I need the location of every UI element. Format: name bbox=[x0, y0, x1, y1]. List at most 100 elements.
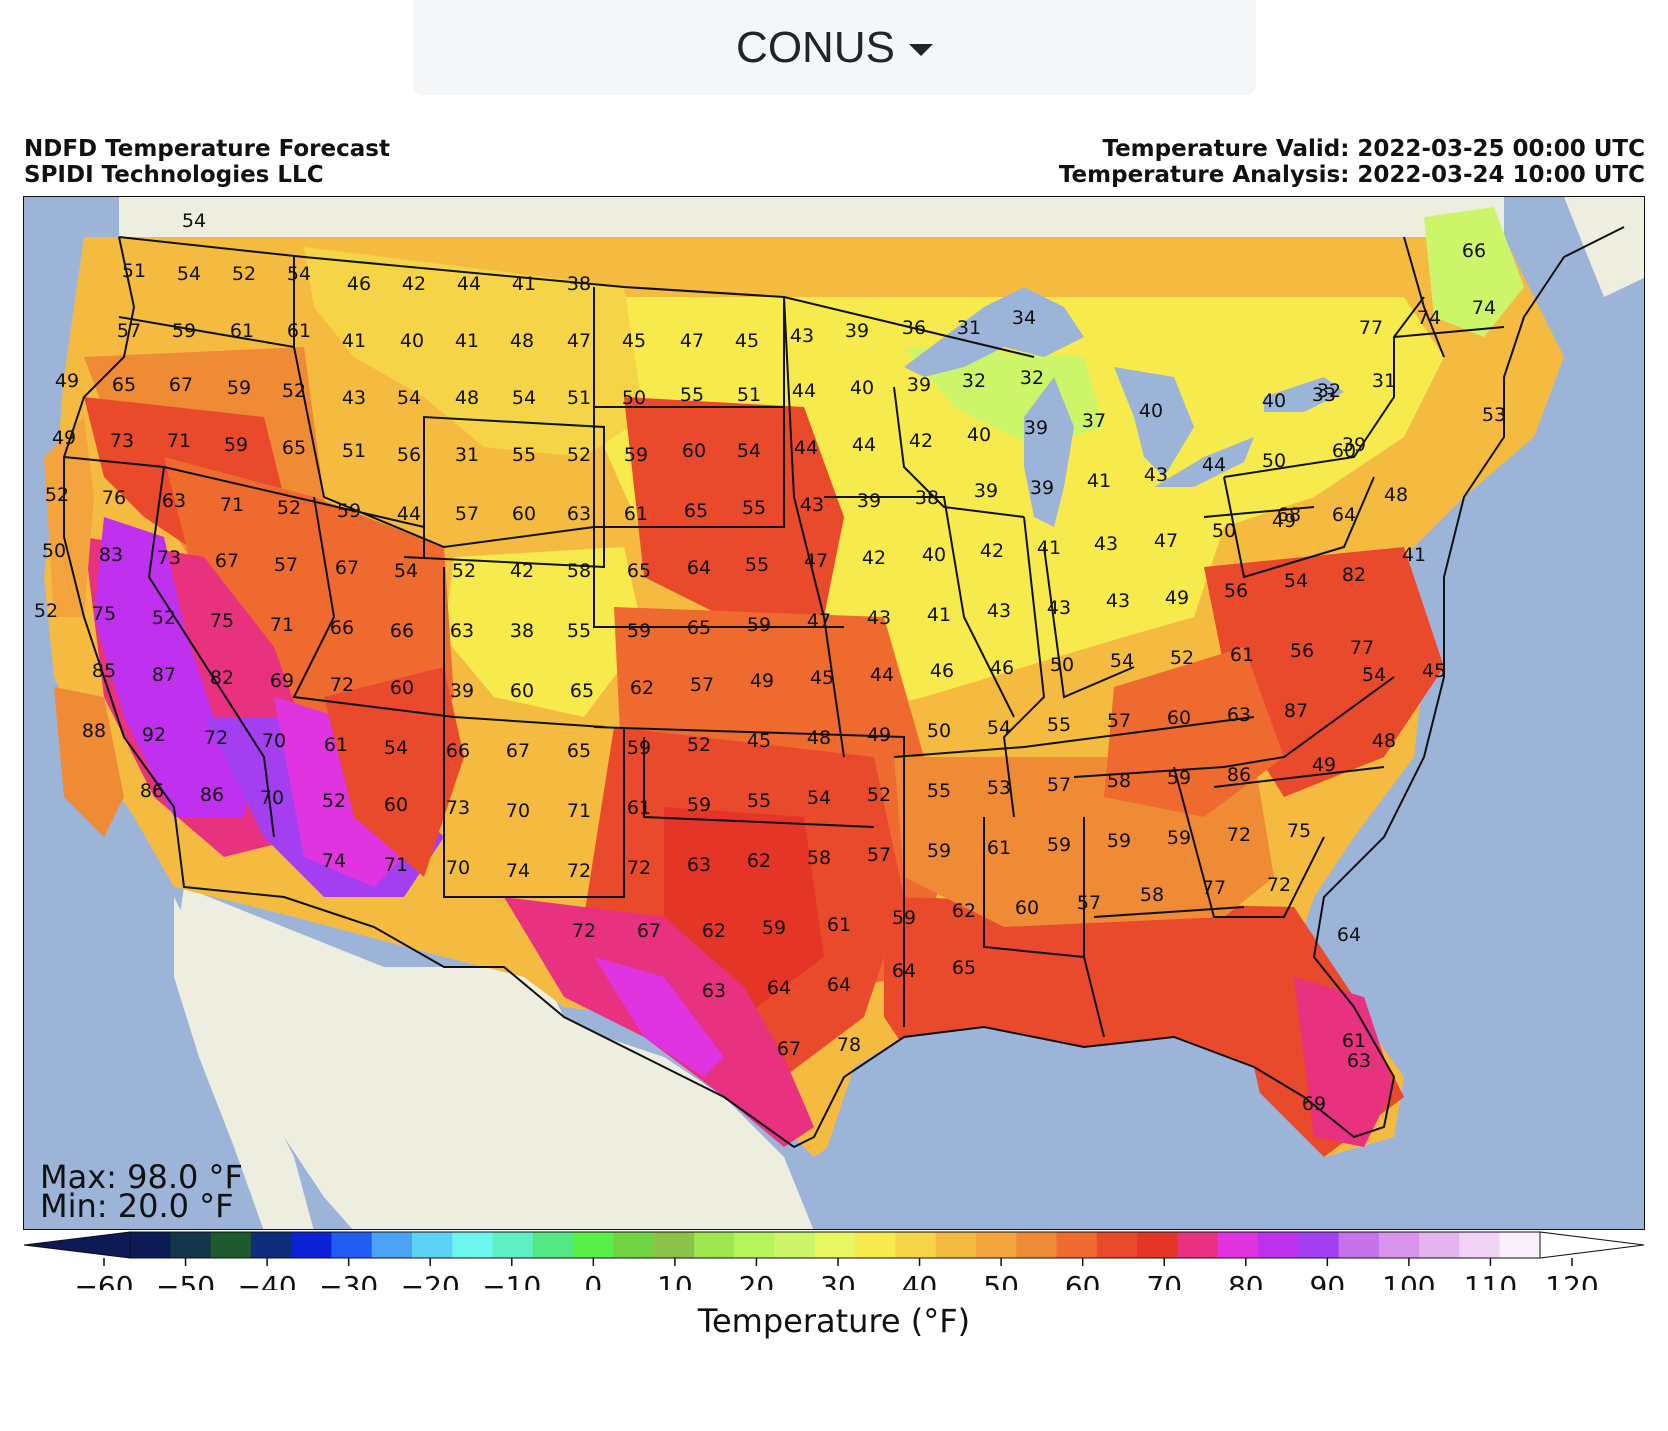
station-value-label: 43 bbox=[1047, 597, 1071, 619]
station-value-label: 65 bbox=[952, 957, 976, 979]
station-value-label: 75 bbox=[92, 603, 116, 625]
station-value-label: 52 bbox=[45, 484, 69, 506]
station-value-label: 46 bbox=[347, 273, 371, 295]
station-value-label: 61 bbox=[230, 320, 254, 342]
station-value-label: 40 bbox=[922, 544, 946, 566]
colorbar-label: Temperature (°F) bbox=[697, 1302, 971, 1340]
station-value-label: 67 bbox=[169, 374, 193, 396]
station-value-label: 74 bbox=[322, 850, 346, 872]
station-value-label: 57 bbox=[1077, 892, 1101, 914]
station-value-label: 60 bbox=[682, 440, 706, 462]
station-value-label: 73 bbox=[446, 797, 470, 819]
station-value-label: 50 bbox=[1212, 520, 1236, 542]
caret-down-icon bbox=[908, 43, 933, 56]
station-value-label: 65 bbox=[112, 374, 136, 396]
station-value-label: 52 bbox=[232, 263, 256, 285]
station-value-label: 44 bbox=[792, 380, 816, 402]
station-value-label: 32 bbox=[1317, 380, 1341, 402]
station-value-label: 61 bbox=[827, 914, 851, 936]
colorbar-tick-label: −30 bbox=[319, 1270, 378, 1290]
colorbar-segment bbox=[1177, 1232, 1219, 1258]
station-value-label: 50 bbox=[622, 387, 646, 409]
colorbar-tick-label: 10 bbox=[657, 1270, 693, 1290]
station-value-label: 42 bbox=[862, 547, 886, 569]
region-dropdown[interactable]: CONUS bbox=[413, 0, 1256, 95]
station-value-label: 59 bbox=[337, 500, 361, 522]
station-value-label: 52 bbox=[322, 790, 346, 812]
station-value-label: 65 bbox=[570, 680, 594, 702]
colorbar-segment bbox=[814, 1232, 856, 1258]
colorbar-segment bbox=[532, 1232, 574, 1258]
station-value-label: 58 bbox=[807, 847, 831, 869]
station-value-label: 41 bbox=[927, 604, 951, 626]
station-value-label: 44 bbox=[457, 273, 481, 295]
station-value-label: 64 bbox=[827, 974, 851, 996]
station-value-label: 63 bbox=[162, 490, 186, 512]
station-value-label: 57 bbox=[1107, 710, 1131, 732]
station-value-label: 70 bbox=[506, 800, 530, 822]
colorbar-segment bbox=[452, 1232, 494, 1258]
state-borders bbox=[63, 236, 1505, 1038]
station-value-label: 57 bbox=[690, 674, 714, 696]
colorbar-segment bbox=[573, 1232, 614, 1258]
station-value-label: 74 bbox=[1417, 307, 1441, 329]
station-value-label: 64 bbox=[1332, 504, 1356, 526]
lake-ontario bbox=[1264, 377, 1344, 412]
station-value-label: 67 bbox=[506, 740, 530, 762]
station-value-label: 58 bbox=[1107, 770, 1131, 792]
colorbar-segment bbox=[653, 1232, 695, 1258]
station-value-label: 59 bbox=[687, 794, 711, 816]
station-value-label: 56 bbox=[1224, 580, 1248, 602]
colorbar-segment bbox=[734, 1232, 776, 1258]
station-value-label: 42 bbox=[980, 540, 1004, 562]
station-value-label: 59 bbox=[627, 620, 651, 642]
station-value-label: 44 bbox=[852, 434, 876, 456]
station-value-label: 57 bbox=[1047, 774, 1071, 796]
station-value-label: 43 bbox=[1094, 533, 1118, 555]
station-value-label: 49 bbox=[1272, 510, 1296, 532]
colorbar-segment bbox=[1217, 1232, 1259, 1258]
station-value-label: 92 bbox=[142, 724, 166, 746]
station-value-label: 59 bbox=[1107, 830, 1131, 852]
station-value-label: 58 bbox=[567, 560, 591, 582]
station-value-label: 82 bbox=[1342, 564, 1366, 586]
station-value-label: 39 bbox=[907, 374, 931, 396]
temperature-map[interactable]: 54 51 54 52 54 46 42 44 41 38 57 59 61 61 41 40 41 48 47 45… bbox=[23, 196, 1645, 1230]
station-value-label: 64 bbox=[1337, 924, 1361, 946]
station-value-label: 47 bbox=[567, 330, 591, 352]
station-value-label: 31 bbox=[455, 444, 479, 466]
station-value-label: 66 bbox=[390, 620, 414, 642]
station-value-label: 59 bbox=[927, 840, 951, 862]
station-value-label: 61 bbox=[624, 503, 648, 525]
colorbar-segment bbox=[694, 1232, 735, 1258]
station-value-label: 40 bbox=[850, 377, 874, 399]
station-value-label: 65 bbox=[282, 437, 306, 459]
colorbar-segment bbox=[1096, 1232, 1138, 1258]
station-value-label: 85 bbox=[92, 660, 116, 682]
colorbar-tick-label: 120 bbox=[1545, 1270, 1598, 1290]
colorbar-tick-label: 20 bbox=[739, 1270, 775, 1290]
station-value-label: 56 bbox=[397, 444, 421, 466]
station-value-label: 42 bbox=[909, 430, 933, 452]
station-value-label: 77 bbox=[1359, 317, 1383, 339]
station-value-label: 54 bbox=[1110, 650, 1134, 672]
station-value-label: 54 bbox=[182, 210, 206, 232]
station-value-label: 54 bbox=[287, 263, 311, 285]
station-value-label: 87 bbox=[152, 664, 176, 686]
lake-huron bbox=[1114, 367, 1194, 477]
station-value-label: 76 bbox=[102, 487, 126, 509]
station-value-label: 47 bbox=[804, 550, 828, 572]
station-value-label: 41 bbox=[1087, 470, 1111, 492]
max-temperature: Max: 98.0 °F bbox=[40, 1158, 243, 1196]
station-value-label: 55 bbox=[745, 554, 769, 576]
station-value-label: 54 bbox=[737, 440, 761, 462]
colorbar-segment bbox=[371, 1232, 413, 1258]
colorbar-segment bbox=[130, 1232, 171, 1258]
station-value-label: 39 bbox=[845, 320, 869, 342]
station-value-label: 48 bbox=[510, 330, 534, 352]
station-value-label: 49 bbox=[52, 427, 76, 449]
station-value-label: 72 bbox=[627, 857, 651, 879]
station-value-label: 75 bbox=[210, 610, 234, 632]
colorbar-tick-label: 60 bbox=[1065, 1270, 1101, 1290]
station-value-label: 63 bbox=[702, 980, 726, 1002]
